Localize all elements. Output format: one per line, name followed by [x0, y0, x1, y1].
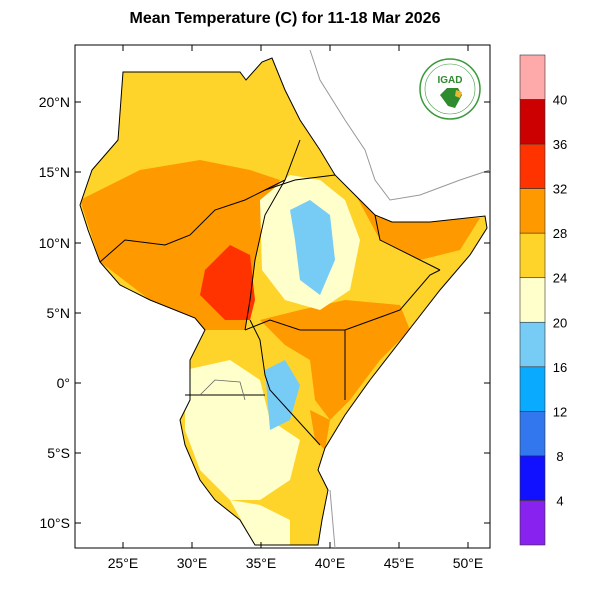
- lon-label: 40°E: [315, 555, 346, 571]
- lat-label: 20°N: [39, 94, 70, 110]
- colorbar-swatch: [519, 321, 546, 368]
- colorbar-swatch: [519, 188, 546, 234]
- field-28-32-kenya: [260, 300, 410, 420]
- lon-label: 35°E: [246, 555, 277, 571]
- lon-label: 30°E: [177, 555, 208, 571]
- lat-label: 5°N: [47, 305, 71, 321]
- country-borders: [79, 57, 488, 546]
- colorbar-label: 16: [553, 360, 567, 375]
- colorbar-swatch: [519, 277, 546, 323]
- lat-label: 15°N: [39, 164, 70, 180]
- lat-label: 10°N: [39, 235, 70, 251]
- lon-label: 25°E: [108, 555, 139, 571]
- colorbar-swatch: [519, 143, 546, 189]
- colorbar-label: 24: [553, 271, 567, 286]
- colorbar-label: 4: [556, 493, 563, 508]
- colorbar-swatch: [519, 366, 546, 412]
- axis-ticks: [75, 45, 490, 548]
- field-16-20-kenya: [265, 360, 300, 430]
- logo-text: IGAD: [438, 75, 463, 86]
- colorbar-label: 36: [553, 137, 567, 152]
- lon-label: 45°E: [384, 555, 415, 571]
- igad-logo: IGAD: [419, 58, 481, 120]
- colorbar-label: 32: [553, 182, 567, 197]
- colorbar-label: 40: [553, 93, 567, 108]
- mozambique-border: [329, 489, 336, 549]
- lat-label: 5°S: [47, 445, 70, 461]
- colorbar-label: 8: [556, 449, 563, 464]
- field-20-24-south: [230, 500, 290, 545]
- colorbar-swatch: [519, 99, 546, 145]
- field-28-32-horn: [345, 175, 480, 260]
- colorbar-label: 28: [553, 226, 567, 241]
- map-title: Mean Temperature (C) for 11-18 Mar 2026: [129, 10, 441, 27]
- lat-label: 0°: [57, 375, 70, 391]
- lat-label: 10°S: [39, 515, 70, 531]
- colorbar: [519, 54, 546, 546]
- colorbar-swatch: [519, 54, 546, 100]
- colorbar-label: 20: [553, 315, 567, 330]
- field-32-36: [200, 245, 255, 320]
- arabia-coastline: [309, 49, 491, 201]
- field-16-20-ethiopia: [290, 200, 335, 295]
- colorbar-swatch: [519, 455, 546, 501]
- lon-label: 50°E: [453, 555, 484, 571]
- lake-victoria: [199, 379, 246, 401]
- colorbar-swatch: [519, 232, 546, 279]
- colorbar-label: 12: [553, 404, 567, 419]
- colorbar-swatch: [519, 500, 546, 546]
- colorbar-swatch: [519, 411, 546, 457]
- colorbar-labels: 40 36 32 28 24 20 16 12 8 4: [553, 93, 567, 509]
